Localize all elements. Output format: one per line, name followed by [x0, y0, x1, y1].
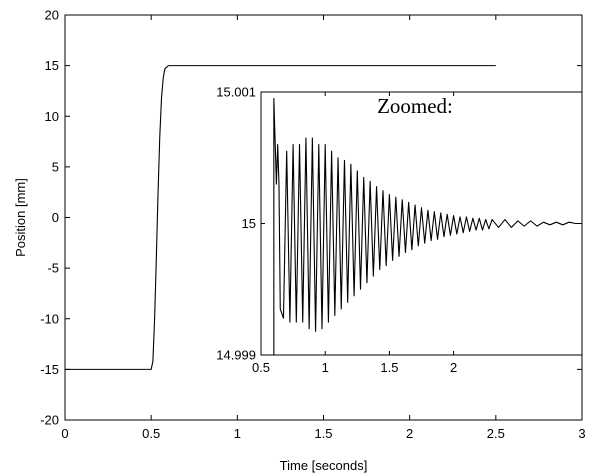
inset-x-tick-label: 1 — [322, 360, 329, 375]
main-y-tick-label: -15 — [40, 362, 59, 377]
main-x-tick-label: 2 — [406, 426, 413, 441]
main-y-tick-label: 5 — [52, 159, 59, 174]
inset-x-tick-label: 1.5 — [380, 360, 398, 375]
main-series-line-0 — [65, 65, 496, 370]
main-y-tick-label: -10 — [40, 311, 59, 326]
inset-x-tick-label: 0.5 — [252, 360, 270, 375]
inset-axes-frame — [260, 91, 583, 356]
inset-y-tick-label: 15.001 — [216, 85, 256, 100]
inset-y-tick-label: 14.999 — [216, 348, 256, 363]
inset-x-tick-label: 2 — [450, 360, 457, 375]
main-series-marks — [65, 65, 496, 370]
main-y-tick-label: 20 — [45, 8, 59, 23]
main-x-tick-label: 1.5 — [314, 426, 332, 441]
main-x-tick-label: 1 — [234, 426, 241, 441]
main-axes: 0 0.5 1 1.5 2 2.5 3 -20 -15 -10 -5 0 5 10 15 20 Time [s… — [13, 8, 586, 474]
inset-ticks: 0.5 1 1.5 2 14.999 15 15.001 — [216, 85, 582, 375]
main-x-tick-label: 3 — [578, 426, 585, 441]
main-y-tick-label: 10 — [45, 109, 59, 124]
inset-series-line-0 — [273, 98, 582, 355]
inset-series-marks — [273, 98, 582, 355]
main-y-tick-label: -5 — [47, 261, 59, 276]
main-y-tick-label: -20 — [40, 413, 59, 428]
inset-background — [261, 92, 582, 355]
inset-y-tick-label: 15 — [242, 216, 256, 231]
main-x-tick-label: 0.5 — [142, 426, 160, 441]
main-y-axis-label: Position [mm] — [13, 178, 28, 257]
main-y-tick-label: 0 — [52, 210, 59, 225]
inset-axes: 0.5 1 1.5 2 14.999 15 15.001 Zoomed: — [216, 85, 583, 375]
main-x-axis-label: Time [seconds] — [280, 458, 368, 473]
inset-title: Zoomed: — [377, 94, 453, 118]
main-x-tick-label: 2.5 — [487, 426, 505, 441]
main-y-tick-label: 15 — [45, 58, 59, 73]
main-x-tick-label: 0 — [61, 426, 68, 441]
